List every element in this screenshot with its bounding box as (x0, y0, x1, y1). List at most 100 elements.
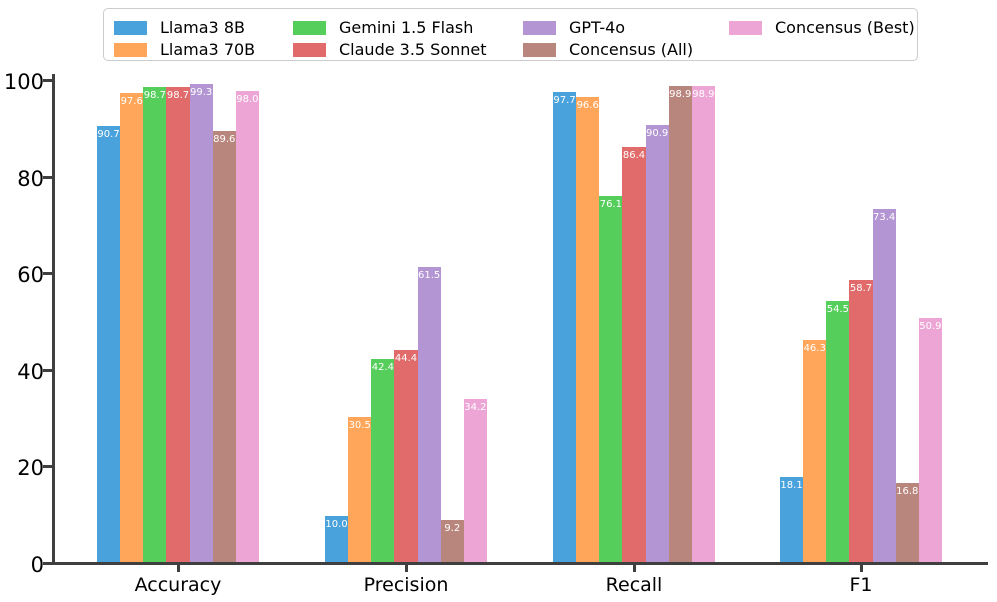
bar-gpt-4o-f1: 73.4 (872, 209, 896, 564)
bar-claude-3-5-sonnet-recall: 86.4 (622, 146, 646, 564)
bar-value-label: 34.2 (464, 401, 487, 413)
bar-llama3-70b-precision: 30.5 (348, 416, 372, 564)
x-tick-label-precision: Precision (363, 574, 449, 596)
bar-gpt-4o-accuracy: 99.3 (189, 84, 213, 564)
legend-item-concensus-best: Concensus (Best) (729, 17, 915, 39)
bar-concensus-all-recall: 98.9 (668, 86, 692, 564)
bar-llama3-70b-recall: 96.6 (576, 97, 600, 564)
legend-item-gemini-1-5-flash: Gemini 1.5 Flash (293, 17, 487, 39)
y-tick-mark (43, 465, 52, 469)
bar-concensus-all-f1: 16.8 (895, 482, 919, 564)
bar-gemini-1-5-flash-recall: 76.1 (599, 196, 623, 564)
bar-value-label: 96.6 (576, 100, 599, 112)
bar-value-label: 16.8 (896, 485, 919, 497)
bar-value-label: 76.1 (599, 199, 622, 211)
bar-claude-3-5-sonnet-precision: 44.4 (394, 349, 418, 564)
legend-column: Llama3 8B Llama3 70B (114, 9, 255, 61)
x-tick-label-f1: F1 (849, 574, 873, 596)
legend-swatch-icon (523, 43, 556, 57)
x-tick-mark (176, 565, 180, 572)
bar-concensus-best-recall: 98.9 (691, 86, 715, 564)
legend-item-llama3-8b: Llama3 8B (114, 17, 255, 39)
bar-gemini-1-5-flash-accuracy: 98.7 (143, 87, 167, 564)
bar-concensus-all-accuracy: 89.6 (212, 131, 236, 564)
legend-swatch-icon (293, 43, 326, 57)
bar-llama3-8b-f1: 18.1 (780, 476, 804, 564)
bar-concensus-best-accuracy: 98.0 (235, 90, 259, 564)
bar-value-label: 86.4 (622, 149, 646, 161)
bar-value-label: 58.7 (849, 283, 873, 295)
y-tick-label: 60 (17, 263, 44, 288)
bar-value-label: 98.7 (143, 90, 166, 102)
legend-swatch-icon (114, 43, 147, 57)
bar-llama3-70b-accuracy: 97.6 (120, 92, 144, 564)
legend-label: Llama3 70B (160, 40, 256, 59)
bar-gemini-1-5-flash-f1: 54.5 (826, 300, 850, 564)
bar-llama3-8b-precision: 10.0 (325, 515, 349, 564)
y-tick-label: 80 (17, 166, 44, 191)
x-tick-mark (632, 565, 636, 572)
legend-item-claude-3-5-sonnet: Claude 3.5 Sonnet (293, 39, 487, 61)
legend-label: Concensus (All) (569, 40, 694, 59)
legend-label: Llama3 8B (160, 18, 245, 37)
y-tick-mark (43, 79, 52, 82)
bar-value-label: 42.4 (371, 362, 394, 374)
bar-concensus-best-f1: 50.9 (918, 318, 942, 564)
bar-concensus-all-precision: 9.2 (440, 519, 464, 564)
y-tick-label: 0 (30, 553, 44, 577)
bar-llama3-8b-recall: 97.7 (553, 92, 577, 564)
bar-value-label: 97.6 (120, 95, 143, 107)
bar-value-label: 73.4 (872, 212, 896, 224)
y-tick-label: 20 (17, 456, 44, 481)
bar-value-label: 90.7 (97, 128, 120, 140)
legend-column: GPT-4o Concensus (All) (523, 9, 693, 61)
y-tick-mark (43, 175, 52, 179)
x-axis-line (52, 562, 988, 565)
bar-value-label: 9.2 (444, 522, 461, 534)
bar-value-label: 90.9 (645, 127, 669, 139)
bar-value-label: 98.7 (166, 90, 190, 102)
x-tick-mark (859, 565, 863, 572)
bar-value-label: 44.4 (394, 352, 418, 364)
legend-swatch-icon (729, 21, 762, 35)
y-tick-mark (43, 562, 52, 565)
legend-swatch-icon (114, 21, 147, 35)
legend-column: Gemini 1.5 Flash Claude 3.5 Sonnet (293, 9, 487, 61)
x-tick-label-accuracy: Accuracy (134, 574, 222, 596)
bar-value-label: 18.1 (780, 479, 803, 491)
legend-swatch-icon (293, 21, 326, 35)
bar-value-label: 61.5 (417, 269, 441, 281)
y-tick-mark (43, 272, 52, 276)
y-tick-label: 100 (3, 70, 44, 94)
legend-column: Concensus (Best) (729, 9, 915, 39)
bar-gemini-1-5-flash-precision: 42.4 (371, 359, 395, 564)
bar-value-label: 89.6 (213, 134, 236, 146)
y-axis-line (52, 74, 55, 565)
bar-claude-3-5-sonnet-f1: 58.7 (849, 280, 873, 564)
x-tick-mark (404, 565, 408, 572)
x-tick-label-recall: Recall (605, 574, 663, 596)
bar-gpt-4o-precision: 61.5 (417, 266, 441, 564)
bar-value-label: 54.5 (826, 303, 849, 315)
bar-value-label: 10.0 (325, 518, 348, 530)
legend-label: Claude 3.5 Sonnet (339, 40, 487, 59)
legend-item-llama3-70b: Llama3 70B (114, 39, 255, 61)
y-tick-label: 40 (17, 359, 44, 384)
y-tick-mark (43, 368, 52, 372)
bar-value-label: 30.5 (348, 419, 371, 431)
bar-value-label: 97.7 (553, 95, 576, 107)
bar-claude-3-5-sonnet-accuracy: 98.7 (166, 87, 190, 564)
legend-label: Gemini 1.5 Flash (339, 18, 474, 37)
legend-item-concensus-all: Concensus (All) (523, 39, 693, 61)
legend: Llama3 8B Llama3 70B Gemini 1.5 Flash Claud… (103, 8, 918, 61)
legend-swatch-icon (523, 21, 556, 35)
bar-concensus-best-precision: 34.2 (463, 398, 487, 564)
bar-value-label: 46.3 (803, 343, 826, 355)
bar-value-label: 98.9 (669, 89, 692, 101)
bar-value-label: 50.9 (919, 321, 942, 333)
bar-llama3-8b-accuracy: 90.7 (97, 125, 121, 564)
bar-gpt-4o-recall: 90.9 (645, 124, 669, 564)
legend-label: Concensus (Best) (775, 18, 915, 37)
